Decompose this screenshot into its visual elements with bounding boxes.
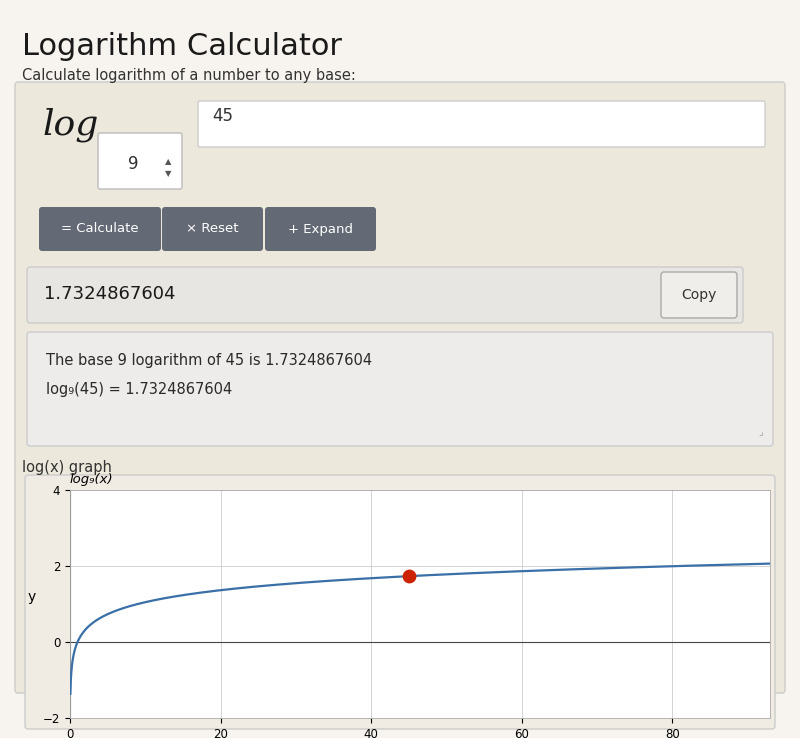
Text: Logarithm Calculator: Logarithm Calculator [22,32,342,61]
Text: 9: 9 [128,155,138,173]
FancyBboxPatch shape [661,272,737,318]
FancyBboxPatch shape [265,207,376,251]
FancyBboxPatch shape [39,207,161,251]
FancyBboxPatch shape [198,101,765,147]
Text: ▲
▼: ▲ ▼ [165,157,171,179]
Text: Copy: Copy [682,288,717,302]
Text: log: log [42,108,98,142]
Text: log₉(45) = 1.7324867604: log₉(45) = 1.7324867604 [46,382,232,397]
Y-axis label: y: y [28,590,36,604]
FancyBboxPatch shape [25,475,775,729]
Text: log₉(x): log₉(x) [70,473,114,486]
Text: + Expand: + Expand [287,222,353,235]
Text: The base 9 logarithm of 45 is 1.7324867604: The base 9 logarithm of 45 is 1.73248676… [46,353,372,368]
Text: log(x) graph: log(x) graph [22,460,112,475]
FancyBboxPatch shape [98,133,182,189]
Text: 1.7324867604: 1.7324867604 [44,285,175,303]
Text: ⌟: ⌟ [758,427,763,437]
Text: × Reset: × Reset [186,222,238,235]
Text: Calculate logarithm of a number to any base:: Calculate logarithm of a number to any b… [22,68,356,83]
FancyBboxPatch shape [15,82,785,693]
FancyBboxPatch shape [27,332,773,446]
Text: 45: 45 [212,107,233,125]
FancyBboxPatch shape [162,207,263,251]
Point [402,570,415,582]
FancyBboxPatch shape [27,267,743,323]
Text: = Calculate: = Calculate [61,222,139,235]
